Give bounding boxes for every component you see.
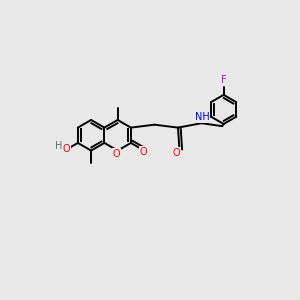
Text: O: O (172, 148, 180, 158)
Text: H: H (55, 141, 62, 151)
Text: F: F (221, 75, 227, 85)
Text: NH: NH (195, 112, 209, 122)
Text: O: O (62, 144, 70, 154)
Text: O: O (140, 146, 147, 157)
Text: O: O (112, 149, 120, 159)
